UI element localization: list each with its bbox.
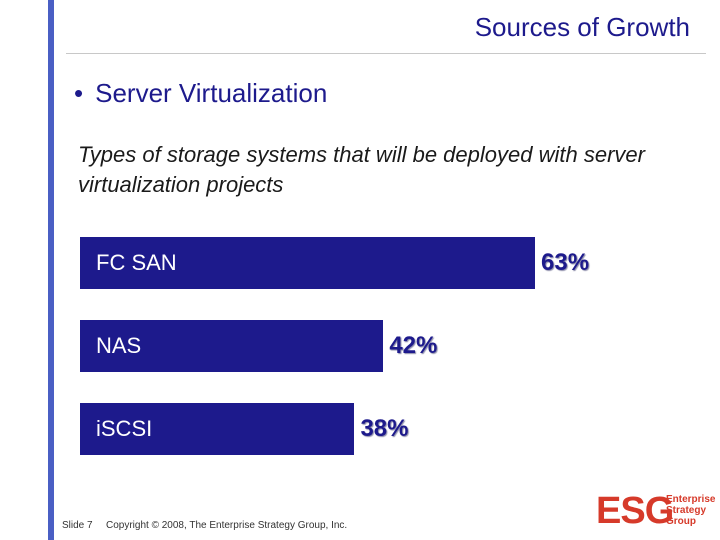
bar-nas [80, 320, 384, 372]
bar-category-label: iSCSI [96, 416, 153, 441]
logo-name: Enterprise Strategy Group [666, 494, 715, 527]
bar-category-label: FC SAN [96, 250, 177, 275]
bullet-item: • Server Virtualization [74, 78, 327, 109]
bar-value-label: 42% [389, 332, 438, 359]
logo-name-line-3: Group [666, 516, 696, 527]
logo-name-line-2: Strategy [666, 505, 707, 516]
side-stripe [48, 0, 54, 540]
copyright-notice: Copyright © 2008, The Enterprise Strateg… [106, 520, 348, 531]
logo-mark: ESG [596, 490, 674, 532]
logo-name-line-1: Enterprise [666, 494, 716, 505]
bar-category-label: NAS [96, 333, 142, 358]
chart-subtitle: Types of storage systems that will be de… [78, 142, 645, 197]
title-divider [66, 53, 706, 54]
esg-logo: ESG Enterprise Strategy Group [596, 490, 715, 534]
side-margin [0, 0, 48, 540]
bullet-text: Server Virtualization [95, 78, 328, 108]
bar-value-label: 63% [541, 249, 590, 276]
bullet-marker: • [74, 78, 84, 108]
bar-iscsi [80, 403, 355, 455]
slide-number: Slide 7 [62, 520, 93, 531]
bar-fc-san [80, 237, 535, 289]
bar-value-label: 38% [360, 415, 409, 442]
slide-title: Sources of Growth [474, 12, 690, 42]
